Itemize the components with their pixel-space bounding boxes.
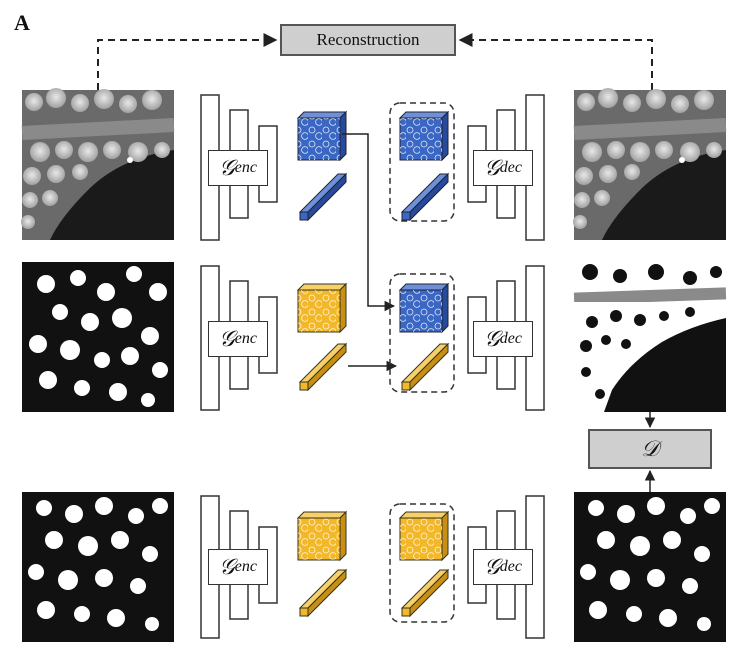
decoder-subscript: dec [499, 159, 522, 176]
code-group-bottom [389, 503, 455, 623]
decoder-subscript: dec [499, 330, 522, 347]
encoder-subscript: enc [234, 558, 257, 575]
encoder-symbol: 𝒢 [219, 155, 235, 180]
encoder-subscript: enc [234, 159, 257, 176]
output-image-middle [573, 262, 727, 412]
encoder-symbol: 𝒢 [219, 554, 235, 579]
style-code-top [298, 172, 348, 222]
panel-label: A [14, 10, 30, 35]
decoder-content-middle [398, 282, 450, 334]
encoder-subscript: enc [234, 330, 257, 347]
encoder-symbol: 𝒢 [219, 326, 235, 351]
content-code-middle [296, 282, 348, 334]
style-code-bottom [298, 568, 348, 618]
input-image-middle [22, 262, 174, 412]
input-image-bottom [22, 492, 174, 642]
decoder-style-bottom [400, 568, 450, 618]
decoder-content-top [398, 110, 450, 162]
code-group-middle [389, 273, 455, 393]
reconstruction-box: Reconstruction [280, 24, 456, 56]
style-code-middle [298, 342, 348, 392]
input-image-top [21, 88, 175, 240]
recon-arrow-right [458, 33, 653, 90]
recon-arrow-left [97, 33, 278, 90]
output-image-bottom [574, 492, 726, 642]
content-code-bottom [296, 510, 348, 562]
decoder-content-bottom [398, 510, 450, 562]
content-swap-arrow [342, 133, 396, 312]
decoder-symbol: 𝒢 [484, 554, 500, 579]
content-code-top [296, 110, 348, 162]
reconstruction-label: Reconstruction [316, 30, 420, 49]
decoder-style-middle [400, 342, 450, 392]
decoder-subscript: dec [499, 558, 522, 575]
decoder-symbol: 𝒢 [484, 155, 500, 180]
decoder-symbol: 𝒢 [484, 326, 500, 351]
discriminator-box: 𝒟 [588, 429, 712, 469]
code-group-top [389, 102, 455, 222]
output-image-top [573, 88, 727, 240]
decoder-style-top [400, 172, 450, 222]
discriminator-label: 𝒟 [641, 436, 659, 461]
